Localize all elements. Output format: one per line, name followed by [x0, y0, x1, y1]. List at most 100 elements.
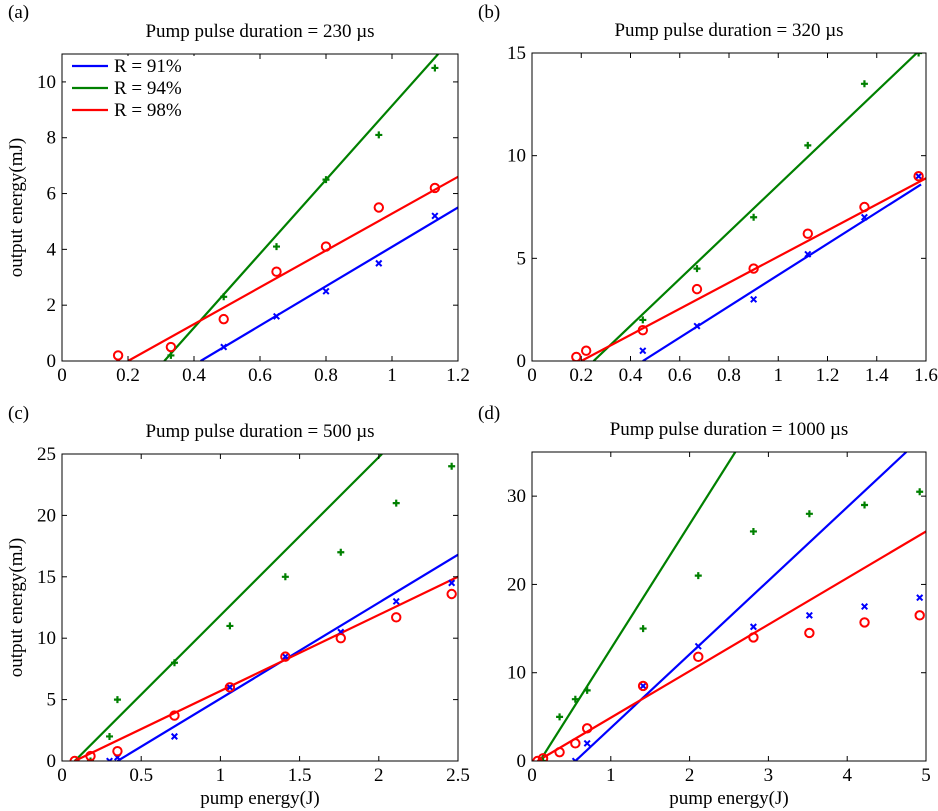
data-point-series-1-6 — [337, 548, 345, 556]
x-tick-label: 1.2 — [816, 365, 840, 386]
data-point-series-0-0 — [571, 757, 579, 761]
panel-title: Pump pulse duration = 500 µs — [145, 421, 374, 442]
data-point-series-1-3 — [170, 659, 178, 667]
data-point-series-1-2 — [750, 213, 758, 221]
data-point-series-2-4 — [320, 241, 332, 252]
y-tick-label: 20 — [37, 505, 56, 526]
y-tick-label: 6 — [47, 184, 57, 205]
y-tick-label: 0 — [47, 751, 57, 772]
x-tick-label: 1.4 — [865, 365, 889, 386]
x-axis-label: pump energy(J) — [200, 788, 319, 809]
data-point-series-1-1 — [106, 732, 114, 740]
y-tick-label: 5 — [47, 690, 57, 711]
data-point-series-2-5 — [802, 228, 813, 239]
legend: R = 91%R = 94%R = 98% — [66, 56, 196, 121]
panel-letter: (a) — [8, 2, 29, 23]
data-point-series-1-7 — [805, 510, 813, 518]
data-point-series-0-0 — [220, 343, 228, 351]
data-point-series-1-5 — [694, 572, 702, 580]
data-point-series-1-1 — [693, 265, 701, 273]
data-point-series-2-2 — [218, 313, 229, 325]
x-tick-label: 1 — [216, 765, 226, 786]
legend-label-2: R = 98% — [114, 100, 182, 121]
data-point-series-1-9 — [916, 488, 924, 496]
data-point-series-1-6 — [749, 527, 757, 535]
data-point-series-1-3 — [322, 176, 330, 184]
data-point-series-0-5 — [805, 611, 813, 619]
data-point-series-0-2 — [170, 732, 178, 740]
y-tick-label: 25 — [37, 444, 56, 465]
data-point-series-0-2 — [750, 295, 758, 303]
data-point-series-0-0 — [106, 757, 114, 761]
y-tick-label: 8 — [47, 128, 57, 149]
data-point-series-2-2 — [637, 325, 649, 336]
axes-frame — [61, 453, 459, 762]
data-point-series-2-6 — [693, 651, 704, 663]
data-point-series-1-4 — [639, 625, 647, 633]
data-point-series-0-4 — [860, 213, 868, 221]
data-point-series-2-3 — [570, 738, 581, 749]
data-point-series-2-9 — [859, 617, 870, 628]
data-point-series-1-8 — [861, 501, 869, 509]
data-point-series-2-4 — [224, 682, 236, 693]
data-point-series-2-2 — [554, 746, 565, 758]
data-point-series-1-1 — [556, 713, 564, 721]
fit-line-series-1 — [163, 54, 440, 361]
data-point-series-2-8 — [804, 627, 815, 639]
data-point-series-2-4 — [581, 723, 593, 734]
y-tick-label: 20 — [507, 574, 526, 595]
data-point-series-2-10 — [914, 610, 925, 621]
x-tick-label: 1 — [387, 365, 397, 386]
data-point-series-0-5 — [915, 172, 923, 180]
panel-d: 0 1 2 3 4 5 0 10 20 30 Pump pulse duration = 1000 … — [478, 403, 931, 809]
x-tick-label: 1 — [774, 365, 784, 386]
panel-title: Pump pulse duration = 1000 µs — [610, 419, 849, 440]
plot-area — [571, 53, 926, 361]
data-point-series-1-3 — [583, 686, 591, 694]
x-tick-label: 2 — [685, 765, 695, 786]
data-point-series-2-6 — [429, 182, 441, 194]
data-point-series-1-5 — [915, 53, 923, 57]
x-tick-label: 1.5 — [288, 765, 312, 786]
y-tick-label: 15 — [507, 43, 526, 64]
fit-line-series-1 — [73, 454, 383, 761]
data-point-series-1-3 — [804, 141, 812, 149]
data-point-series-1-0 — [539, 757, 547, 761]
data-point-series-1-0 — [167, 351, 175, 359]
data-point-series-2-7 — [391, 612, 402, 623]
x-tick-label: 0.2 — [569, 365, 593, 386]
data-point-series-0-7 — [448, 579, 456, 587]
data-point-series-0-3 — [804, 250, 812, 258]
x-tick-label: 1.6 — [914, 365, 938, 386]
data-point-series-2-5 — [637, 680, 649, 692]
x-tick-label: 1.2 — [446, 365, 470, 386]
data-point-series-2-0 — [571, 351, 582, 361]
data-point-series-0-3 — [694, 642, 702, 650]
data-point-series-0-4 — [431, 212, 439, 220]
data-point-series-1-4 — [375, 131, 383, 139]
y-axis-label: output energy(mJ) — [6, 538, 27, 678]
data-point-series-1-1 — [220, 293, 228, 301]
legend-label-0: R = 91% — [114, 56, 182, 77]
x-tick-label: 2 — [374, 765, 384, 786]
data-point-series-1-2 — [273, 243, 280, 251]
x-tick-label: 4 — [842, 765, 852, 786]
data-point-series-0-1 — [272, 312, 281, 320]
x-tick-label: 3 — [764, 765, 774, 786]
data-point-series-0-0 — [639, 347, 647, 355]
axes-frame — [531, 451, 927, 762]
y-tick-label: 4 — [47, 239, 57, 260]
x-tick-label: 0.6 — [248, 365, 272, 386]
plot-area — [69, 454, 458, 761]
data-point-series-0-6 — [861, 602, 869, 611]
data-point-series-0-1 — [583, 739, 591, 747]
y-tick-label: 10 — [507, 146, 526, 167]
y-tick-label: 10 — [37, 628, 56, 649]
data-point-series-1-8 — [448, 462, 456, 470]
x-tick-label: 0 — [57, 365, 67, 386]
data-point-series-2-1 — [580, 345, 592, 356]
data-point-series-0-3 — [226, 683, 234, 691]
y-tick-label: 5 — [517, 248, 527, 269]
data-point-series-1-0 — [87, 757, 95, 761]
data-point-series-0-3 — [375, 259, 383, 267]
